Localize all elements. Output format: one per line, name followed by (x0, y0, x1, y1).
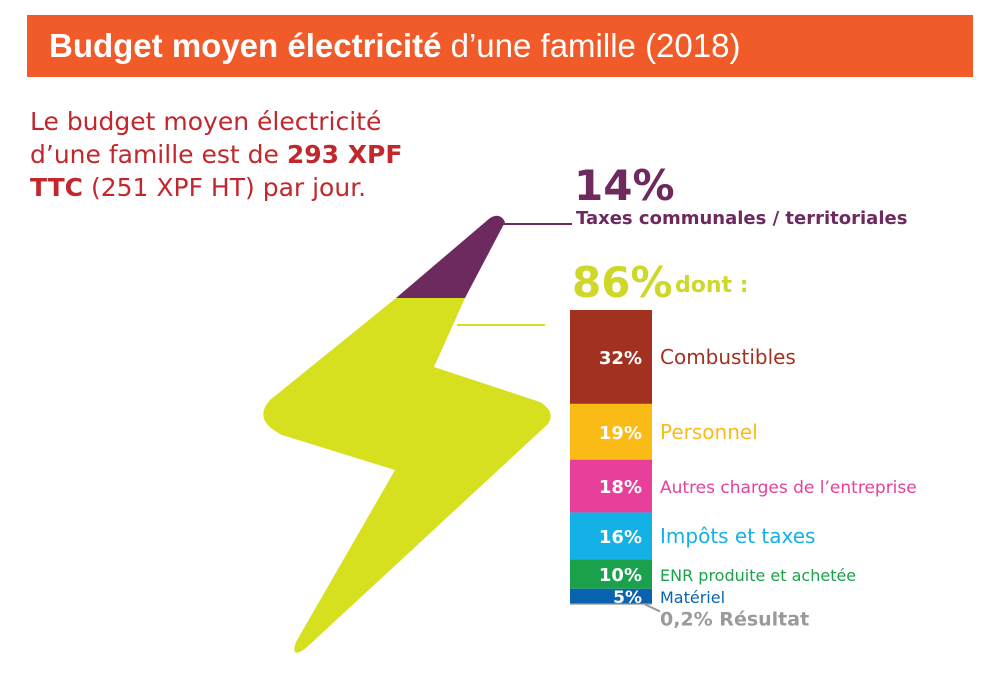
bar-segment-resultat (570, 603, 652, 605)
breakdown-stacked-bar (570, 310, 652, 605)
bar-segment-personnel (570, 403, 652, 460)
value-label-materiel: 5% (613, 588, 642, 608)
bar-segment-impots-et-taxes (570, 512, 652, 560)
bar-segment-enr-produite-et-achetee (570, 559, 652, 589)
breakdown-labels: 32% Combustibles 19% Personnel 18% Autres cha… (599, 345, 917, 630)
intro-text: Le budget moyen électricité d’une famill… (30, 105, 430, 204)
intro-line-1: Le budget moyen électricité (30, 107, 382, 136)
taxes-label: Taxes communales / territoriales (576, 208, 908, 229)
intro-line-2: d’une famille est de 293 XPF (30, 138, 430, 171)
category-label-personnel: Personnel (660, 420, 758, 444)
intro-line-2-prefix: d’une famille est de (30, 140, 287, 169)
title-bold: Budget moyen électricité (49, 27, 442, 64)
intro-line-3-rest: (251 XPF HT) par jour. (83, 173, 367, 202)
intro-line-3: TTC (251 XPF HT) par jour. (30, 171, 430, 204)
category-label-materiel: Matériel (660, 588, 725, 607)
value-label-enr-produite-et-achetee: 10% (599, 565, 642, 586)
bar-segment-combustibles (570, 310, 652, 404)
intro-ttc: TTC (30, 173, 84, 202)
intro-amount-ttc: 293 XPF (286, 140, 403, 169)
bar-segment-autres-charges-de-l-entreprise (570, 459, 652, 513)
category-label-enr-produite-et-achetee: ENR produite et achetée (660, 566, 856, 585)
category-label-impots-et-taxes: Impôts et taxes (660, 524, 815, 548)
page-title: Budget moyen électricité d’une famille (… (49, 27, 740, 65)
value-label-autres-charges-de-l-entreprise: 18% (599, 477, 642, 498)
residual-label-resultat: 0,2% Résultat (660, 608, 809, 630)
residual-leader-line (644, 603, 661, 613)
bolt-top-taxes (396, 215, 505, 298)
lightning-bolt-icon (263, 215, 551, 653)
value-label-impots-et-taxes: 16% (599, 527, 642, 548)
category-label-autres-charges-de-l-entreprise: Autres charges de l’entreprise (660, 478, 917, 498)
value-label-personnel: 19% (599, 423, 642, 444)
bar-segment-materiel (570, 588, 652, 604)
taxes-percentage: 14% (574, 161, 675, 210)
category-label-combustibles: Combustibles (660, 345, 796, 369)
title-rest: d’une famille (2018) (450, 27, 741, 64)
value-label-combustibles: 32% (599, 348, 642, 369)
dont-label: dont : (675, 273, 749, 298)
main-percentage: 86% (572, 258, 673, 307)
title-banner: Budget moyen électricité d’une famille (… (27, 15, 973, 77)
bolt-bottom-main (263, 298, 551, 653)
